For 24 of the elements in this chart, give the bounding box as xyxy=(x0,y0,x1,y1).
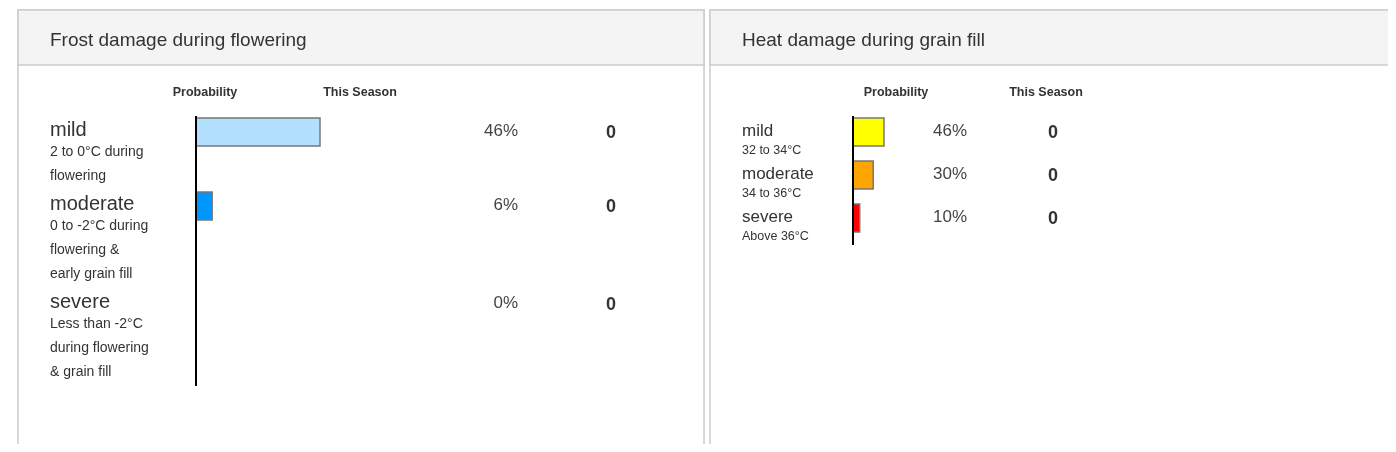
y-tick-label: moderate 34 to 36°C xyxy=(742,164,814,200)
series-label: Probability xyxy=(172,85,238,99)
data-label: 0 xyxy=(1047,122,1059,142)
series-label: Probability xyxy=(863,85,929,99)
data-label: 0 xyxy=(605,294,617,314)
data-label: 10% xyxy=(933,207,968,226)
chart-title: Frost damage during flowering xyxy=(50,29,307,50)
legend-label: This Season xyxy=(1009,85,1083,99)
y-tick-label: mild 32 to 34°C xyxy=(742,121,802,157)
legend-label: This Season xyxy=(323,85,397,99)
data-label: 0 xyxy=(1047,208,1059,228)
data-label: 46% xyxy=(933,121,968,140)
data-label: 6% xyxy=(493,195,518,214)
data-label: 46% xyxy=(483,121,518,140)
y-tick-label: severe Less than -2°C during flowering & grain fill xyxy=(50,290,149,379)
data-label: 0 xyxy=(605,196,617,216)
y-tick-label: severe Above 36°C xyxy=(742,207,809,243)
data-label: 0 xyxy=(1047,165,1059,185)
data-label: 0 xyxy=(605,122,617,142)
y-tick-label: mild 2 to 0°C during flowering xyxy=(50,118,144,183)
data-label: 0% xyxy=(493,293,518,312)
data-label: 30% xyxy=(933,164,968,183)
chart-title: Heat damage during grain fill xyxy=(742,29,985,50)
y-tick-label: moderate 0 to -2°C during flowering & early grain fill xyxy=(50,192,149,281)
